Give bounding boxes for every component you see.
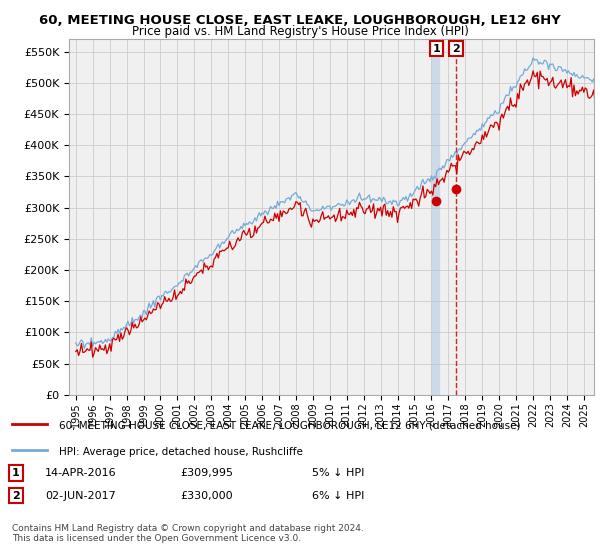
Text: 2: 2 [452,44,460,54]
Text: 60, MEETING HOUSE CLOSE, EAST LEAKE, LOUGHBOROUGH, LE12 6HY: 60, MEETING HOUSE CLOSE, EAST LEAKE, LOU… [39,14,561,27]
Text: 1: 1 [433,44,440,54]
Text: 02-JUN-2017: 02-JUN-2017 [45,491,116,501]
Text: 6% ↓ HPI: 6% ↓ HPI [312,491,364,501]
Text: Price paid vs. HM Land Registry's House Price Index (HPI): Price paid vs. HM Land Registry's House … [131,25,469,38]
Text: £309,995: £309,995 [180,468,233,478]
Text: 5% ↓ HPI: 5% ↓ HPI [312,468,364,478]
Text: £330,000: £330,000 [180,491,233,501]
Text: 1: 1 [12,468,20,478]
Text: 2: 2 [12,491,20,501]
Text: 60, MEETING HOUSE CLOSE, EAST LEAKE, LOUGHBOROUGH, LE12 6HY (detached house): 60, MEETING HOUSE CLOSE, EAST LEAKE, LOU… [59,421,520,431]
Text: 14-APR-2016: 14-APR-2016 [45,468,116,478]
Text: HPI: Average price, detached house, Rushcliffe: HPI: Average price, detached house, Rush… [59,447,303,458]
Text: Contains HM Land Registry data © Crown copyright and database right 2024.
This d: Contains HM Land Registry data © Crown c… [12,524,364,543]
